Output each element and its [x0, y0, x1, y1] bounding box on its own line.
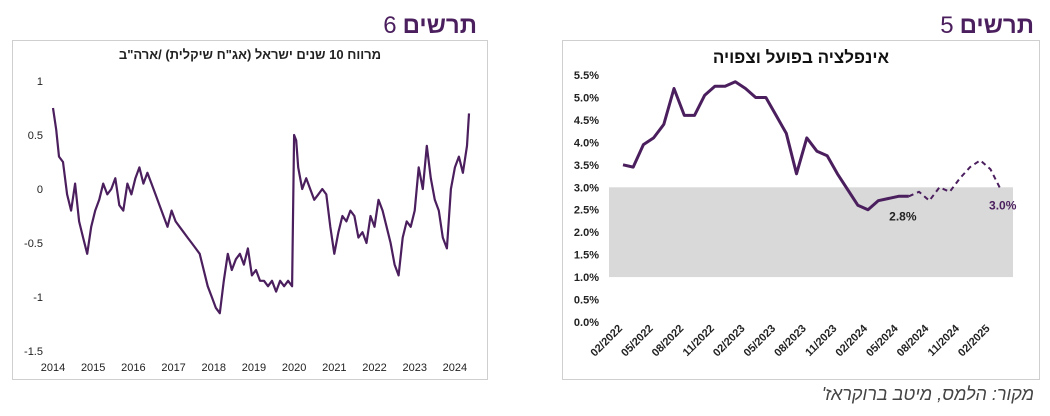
- chart-title: אינפלציה בפועל וצפויה: [713, 48, 890, 67]
- x-tick-label: 02/2025: [956, 323, 993, 360]
- y-tick-label: 1: [37, 76, 43, 88]
- x-tick-label: 11/2023: [803, 323, 839, 359]
- x-tick-label: 05/2023: [742, 323, 779, 360]
- source-note: מקור: הלמס, מיטב ברוקראז': [821, 384, 1034, 404]
- x-tick-label: 2019: [242, 362, 266, 374]
- heading-number: 6: [383, 12, 397, 39]
- data-label-actual: 2.8%: [889, 209, 917, 223]
- x-tick-label: 2014: [41, 362, 65, 374]
- chart-title: מרווח 10 שנים ישראל (אג"ח שיקלית) /ארה"ב: [119, 47, 381, 62]
- inflation-chart: אינפלציה בפועל וצפויה 5.5% 5.0% 4.5% 4.0% 3.…: [574, 48, 1017, 360]
- y-tick-label: 2.0%: [574, 227, 599, 239]
- x-tick-label: 2020: [282, 362, 306, 374]
- spread-chart: מרווח 10 שנים ישראל (אג"ח שיקלית) /ארה"ב…: [24, 47, 471, 374]
- y-tick-label: 3.5%: [574, 160, 599, 172]
- x-tick-label: 2017: [161, 362, 185, 374]
- y-tick-label: 2.5%: [574, 205, 599, 217]
- x-tick-label: 05/2022: [619, 323, 656, 360]
- chart-6-heading: תרשים6: [383, 12, 477, 40]
- y-tick-label: -1.5: [24, 346, 43, 358]
- x-tick-label: 11/2022: [681, 323, 717, 359]
- y-tick-label: 1.5%: [574, 250, 599, 262]
- y-tick-label: 0.5%: [574, 295, 599, 307]
- target-band: [609, 187, 1013, 278]
- x-tick-label: 2021: [322, 362, 346, 374]
- heading-word: תרשים: [402, 12, 477, 39]
- y-tick-label: -1: [33, 292, 43, 304]
- y-tick-label: 3.0%: [574, 182, 599, 194]
- x-tick-label: 02/2023: [711, 323, 748, 360]
- x-tick-label: 08/2022: [650, 323, 687, 360]
- y-tick-label: 0: [37, 184, 43, 196]
- x-tick-label: 02/2024: [834, 322, 871, 359]
- spread-chart-panel: מרווח 10 שנים ישראל (אג"ח שיקלית) /ארה"ב…: [12, 40, 488, 380]
- data-label-forecast: 3.0%: [989, 199, 1017, 213]
- y-tick-label: 5.5%: [574, 70, 599, 82]
- forecast-inflation-line: [908, 159, 1002, 202]
- spread-series-line: [51, 107, 471, 315]
- y-tick-label: -0.5: [24, 238, 43, 250]
- x-tick-label: 2022: [362, 362, 386, 374]
- x-tick-label: 11/2024: [926, 322, 963, 359]
- x-tick-label: 08/2023: [772, 323, 809, 360]
- y-tick-label: 4.5%: [574, 115, 599, 127]
- inflation-chart-panel: אינפלציה בפועל וצפויה 5.5% 5.0% 4.5% 4.0% 3.…: [562, 40, 1040, 380]
- y-tick-label: 4.0%: [574, 137, 599, 149]
- x-tick-label: 05/2024: [864, 322, 901, 359]
- x-tick-label: 2016: [121, 362, 145, 374]
- x-tick-label: 2015: [81, 362, 105, 374]
- heading-number: 5: [940, 12, 954, 39]
- x-tick-label: 2023: [402, 362, 426, 374]
- y-tick-label: 5.0%: [574, 92, 599, 104]
- y-tick-label: 0.5: [28, 130, 43, 142]
- chart-5-heading: תרשים5: [940, 12, 1034, 40]
- heading-word: תרשים: [959, 12, 1034, 39]
- y-tick-label: 0.0%: [574, 317, 599, 329]
- x-tick-label: 08/2024: [895, 322, 932, 359]
- y-tick-label: 1.0%: [574, 272, 599, 284]
- x-tick-label: 2018: [202, 362, 226, 374]
- actual-inflation-line: [622, 80, 909, 212]
- x-tick-label: 2024: [443, 362, 467, 374]
